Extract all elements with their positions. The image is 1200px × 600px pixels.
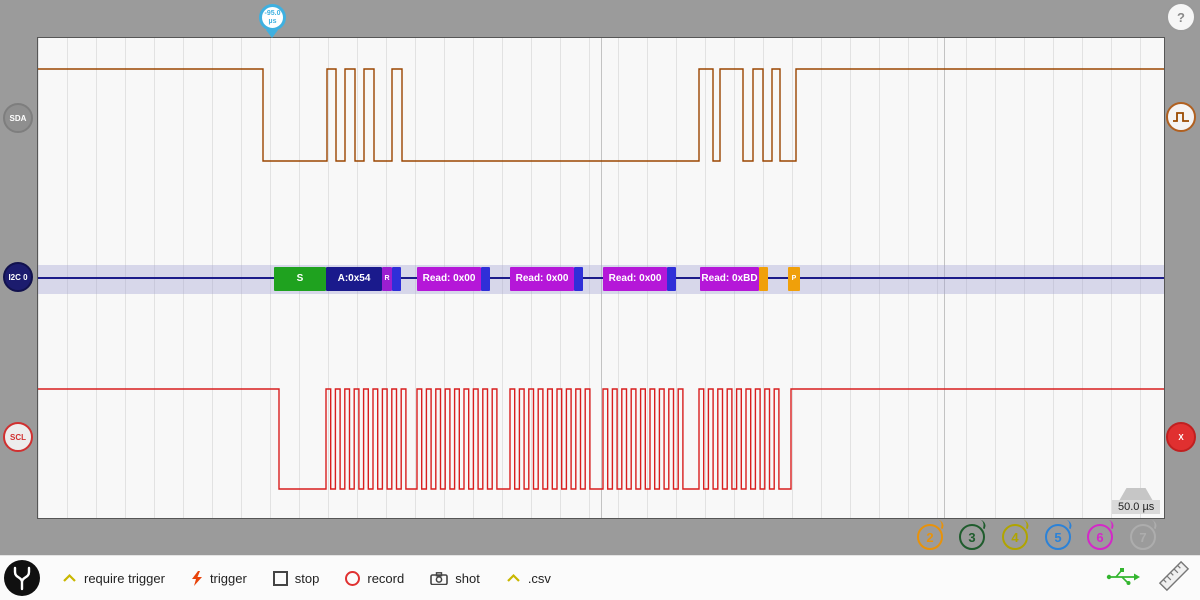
toolbar-item-label: trigger [209, 570, 247, 586]
decoder-packet [574, 267, 583, 291]
caret-icon [506, 573, 521, 583]
usb-status-icon [1106, 566, 1140, 591]
square-icon [272, 570, 288, 586]
time-marker-pointer-icon [266, 30, 278, 38]
decoder-packet: S [274, 267, 326, 291]
toolbar-item-require-trigger[interactable]: require trigger [62, 571, 165, 586]
toolbar-item-trigger[interactable]: trigger [191, 570, 247, 586]
toolbar-item-label: require trigger [84, 570, 165, 586]
digital-channel-button-6[interactable]: 6 [1087, 524, 1113, 550]
decoder-packet: Read: 0xBD [700, 267, 759, 291]
decoder-packet [392, 267, 401, 291]
timebase-value: 50.0 µs [1118, 501, 1155, 513]
toolbar-item-label: stop [294, 570, 320, 586]
decoder-packet: A:0x54 [326, 267, 382, 291]
bolt-icon [191, 570, 203, 586]
circle-icon [345, 570, 361, 586]
decoder-packet: P [788, 267, 800, 291]
bottom-toolbar: require trigger trigger stop record shot .csv [0, 555, 1200, 600]
toolbar-item-label: record [367, 570, 405, 586]
channel-badge-scl[interactable]: SCL [3, 422, 33, 452]
channel-badge-trigger-shape[interactable] [1166, 102, 1196, 132]
app-logo[interactable] [4, 560, 40, 596]
timebase-label[interactable]: 50.0 µs [1112, 500, 1161, 514]
digital-channel-button-5[interactable]: 5 [1045, 524, 1071, 550]
toolbar-item-shot[interactable]: shot [430, 571, 480, 586]
decoder-packet: Read: 0x00 [510, 267, 574, 291]
decoder-packet: Read: 0x00 [603, 267, 667, 291]
i2c-decoder-band [38, 265, 1164, 294]
waveform-sda [38, 68, 1164, 162]
caret-icon [62, 573, 77, 583]
time-marker-unit: µs [268, 17, 277, 25]
decoder-packet [667, 267, 676, 291]
toolbar-item-label: shot [455, 570, 480, 586]
waveform-plot[interactable]: S A:0x54 R Read: 0x00 Read: 0x00 Read: 0x00 Re… [37, 37, 1165, 519]
digital-channel-button-4[interactable]: 4 [1002, 524, 1028, 550]
camera-icon [430, 571, 449, 585]
time-marker-value: -95.0 [264, 10, 281, 18]
decoder-packet: R [382, 267, 392, 291]
time-marker[interactable]: -95.0 µs [259, 4, 286, 31]
decoder-packet [481, 267, 490, 291]
waveform-svg [38, 68, 1164, 490]
toolbar-item-label: .csv [527, 570, 551, 586]
probe-logo-icon [13, 566, 31, 591]
waveform-scl [38, 388, 1164, 490]
toolbar-item-stop[interactable]: stop [272, 570, 320, 586]
toolbar-right [1106, 558, 1192, 599]
ruler-icon[interactable] [1156, 558, 1192, 599]
toolbar-items: require trigger trigger stop record shot .csv [62, 570, 551, 586]
toolbar-item--csv[interactable]: .csv [506, 571, 551, 586]
timebase-handle[interactable] [1119, 488, 1153, 501]
i2c-decoder-line [38, 277, 1164, 279]
channel-badge-i2c0[interactable]: I2C 0 [3, 262, 33, 292]
digital-channel-button-7[interactable]: 7 [1130, 524, 1156, 550]
decoder-packet [759, 267, 768, 291]
help-label: ? [1177, 9, 1185, 25]
help-button[interactable]: ? [1166, 2, 1196, 32]
digital-channel-button-3[interactable]: 3 [959, 524, 985, 550]
digital-channel-button-2[interactable]: 2 [917, 524, 943, 550]
channel-badge-x-channel[interactable]: X [1166, 422, 1196, 452]
decoder-packet: Read: 0x00 [417, 267, 481, 291]
toolbar-item-record[interactable]: record [345, 570, 405, 586]
channel-badge-sda[interactable]: SDA [3, 103, 33, 133]
